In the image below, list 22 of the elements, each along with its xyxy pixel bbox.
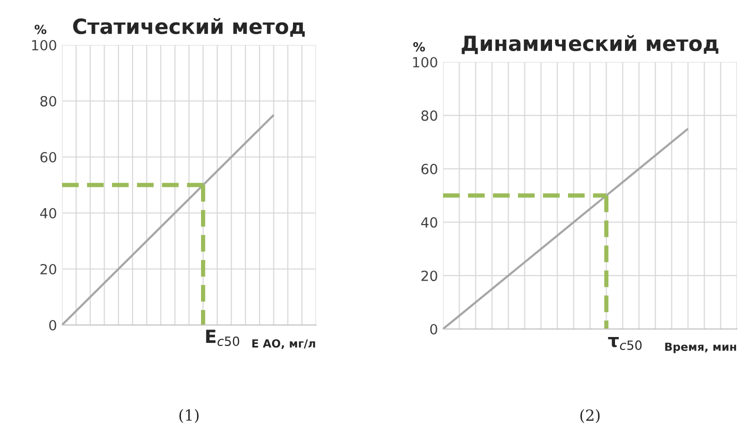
text: τ$_{c50}$ — [608, 336, 642, 350]
y-tick-label: 80 — [40, 96, 56, 106]
x-axis-title: Е АО, мг/л — [252, 339, 316, 350]
chart-title: Динамический метод — [462, 34, 718, 54]
text: (2) — [580, 409, 600, 424]
y-tick-label: 60 — [421, 164, 438, 174]
y-tick-label: 100 — [32, 40, 56, 50]
x-axis-title: Время, мин — [665, 342, 736, 354]
y-tick-label: 40 — [40, 208, 56, 218]
y-tick-label: 80 — [421, 110, 438, 121]
y-tick-label: 60 — [40, 152, 56, 162]
y-tick-label: 100 — [413, 56, 438, 68]
y-tick-label: 20 — [421, 270, 438, 282]
text: E$_{c50}$ — [206, 330, 240, 346]
y-tick-label: 0 — [49, 320, 56, 330]
y-tick-label: 20 — [40, 264, 56, 274]
y-tick-label: 40 — [421, 217, 438, 228]
y-axis-title: % — [413, 42, 425, 52]
y-axis-title: % — [34, 24, 46, 34]
chart-title: Статический метод — [73, 18, 305, 37]
text: (1) — [179, 409, 199, 423]
y-tick-label: 0 — [430, 324, 438, 334]
